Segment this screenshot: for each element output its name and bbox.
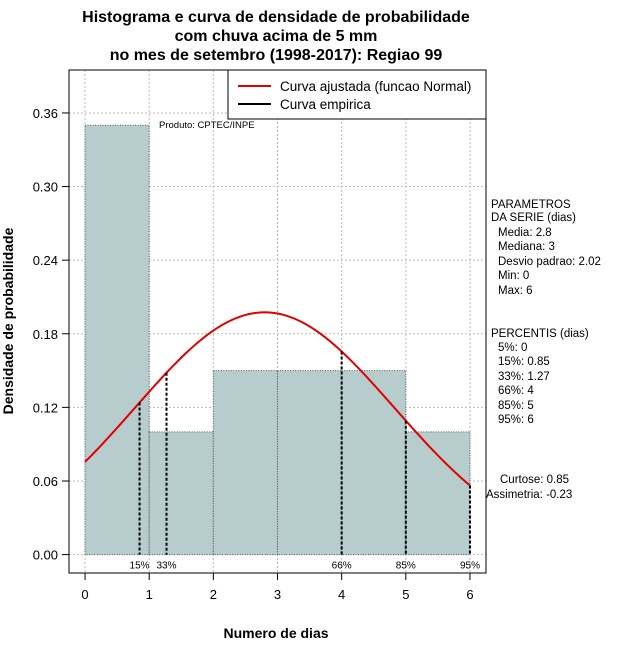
percentiles-title: PERCENTIS (dias) bbox=[491, 328, 589, 340]
y-axis-title: Densidade de probabilidade bbox=[0, 227, 16, 414]
params-title-line-2: DA SERIE (dias) bbox=[491, 212, 576, 224]
legend-fitted-label: Curva ajustada (funcao Normal) bbox=[280, 79, 471, 94]
legend: Curva ajustada (funcao Normal) Curva emp… bbox=[227, 69, 487, 120]
fitted-curve-layer bbox=[84, 311, 471, 487]
percentile-marker-label: 95% bbox=[460, 561, 480, 572]
y-tick-label: 0.24 bbox=[33, 253, 58, 268]
histogram-bar bbox=[148, 431, 214, 556]
percentiles-panel: PERCENTIS (dias) 5%: 0 15%: 0.85 33%: 1.… bbox=[491, 328, 589, 426]
histogram-bar bbox=[277, 370, 343, 556]
x-tick-label: 1 bbox=[146, 587, 153, 602]
series-parameters-panel: PARAMETROS DA SERIE (dias) Media: 2.8 Me… bbox=[491, 199, 601, 297]
percentile-marker-label: 33% bbox=[157, 561, 177, 572]
percentile-33: 33%: 1.27 bbox=[498, 371, 550, 383]
y-tick-label: 0.00 bbox=[33, 548, 58, 563]
histogram-bar bbox=[212, 370, 279, 556]
percentile-5: 5%: 0 bbox=[498, 342, 527, 354]
param-media: Media: 2.8 bbox=[498, 227, 552, 239]
legend-empirical-label: Curva empirica bbox=[280, 97, 371, 112]
legend-box bbox=[227, 69, 487, 120]
axis-ticks: 0 1 2 3 4 5 6 0.00 0.06 0.12 0.18 0.24 0.30 0.36 bbox=[33, 106, 474, 602]
chart-title-line-3: no mes de setembro (1998-2017): Regiao 9… bbox=[110, 47, 443, 64]
x-tick-label: 0 bbox=[81, 587, 88, 602]
histogram-bar bbox=[341, 370, 407, 556]
x-tick-label: 4 bbox=[338, 587, 345, 602]
credit-text: Produto: CPTEC/INPE bbox=[159, 120, 255, 131]
y-tick-label: 0.36 bbox=[33, 106, 58, 121]
params-title-line-1: PARAMETROS bbox=[491, 199, 571, 211]
x-axis-title: Numero de dias bbox=[223, 625, 328, 641]
x-tick-label: 6 bbox=[466, 587, 473, 602]
assimetria-text: Assimetria: -0.23 bbox=[486, 489, 572, 501]
y-tick-label: 0.30 bbox=[33, 180, 58, 195]
y-tick-label: 0.18 bbox=[33, 327, 58, 342]
histogram-bar bbox=[84, 124, 150, 556]
curtose-text: Curtose: 0.85 bbox=[500, 474, 569, 486]
percentile-95: 95%: 6 bbox=[498, 414, 534, 426]
fitted-normal-curve bbox=[84, 311, 471, 487]
percentile-markers: 15% 33% 66% 85% 95% bbox=[130, 351, 480, 572]
histogram-bar bbox=[405, 431, 471, 556]
x-tick-label: 2 bbox=[210, 587, 217, 602]
param-max: Max: 6 bbox=[498, 285, 533, 297]
percentile-marker-label: 66% bbox=[332, 561, 352, 572]
param-desvio: Desvio padrao: 2.02 bbox=[498, 256, 601, 268]
percentile-85: 85%: 5 bbox=[498, 400, 534, 412]
chart-title-line-1: Histograma e curva de densidade de proba… bbox=[82, 9, 470, 26]
percentile-15: 15%: 0.85 bbox=[498, 356, 550, 368]
percentile-marker-label: 15% bbox=[130, 561, 150, 572]
param-mediana: Mediana: 3 bbox=[498, 241, 555, 253]
x-tick-label: 3 bbox=[274, 587, 281, 602]
y-tick-label: 0.06 bbox=[33, 474, 58, 489]
chart-title-line-2: com chuva acima de 5 mm bbox=[175, 28, 378, 45]
param-min: Min: 0 bbox=[498, 270, 529, 282]
x-tick-label: 5 bbox=[402, 587, 409, 602]
percentile-marker-label: 85% bbox=[396, 561, 416, 572]
percentile-66: 66%: 4 bbox=[498, 385, 534, 397]
histogram-bars bbox=[84, 124, 471, 556]
y-tick-label: 0.12 bbox=[33, 400, 58, 415]
